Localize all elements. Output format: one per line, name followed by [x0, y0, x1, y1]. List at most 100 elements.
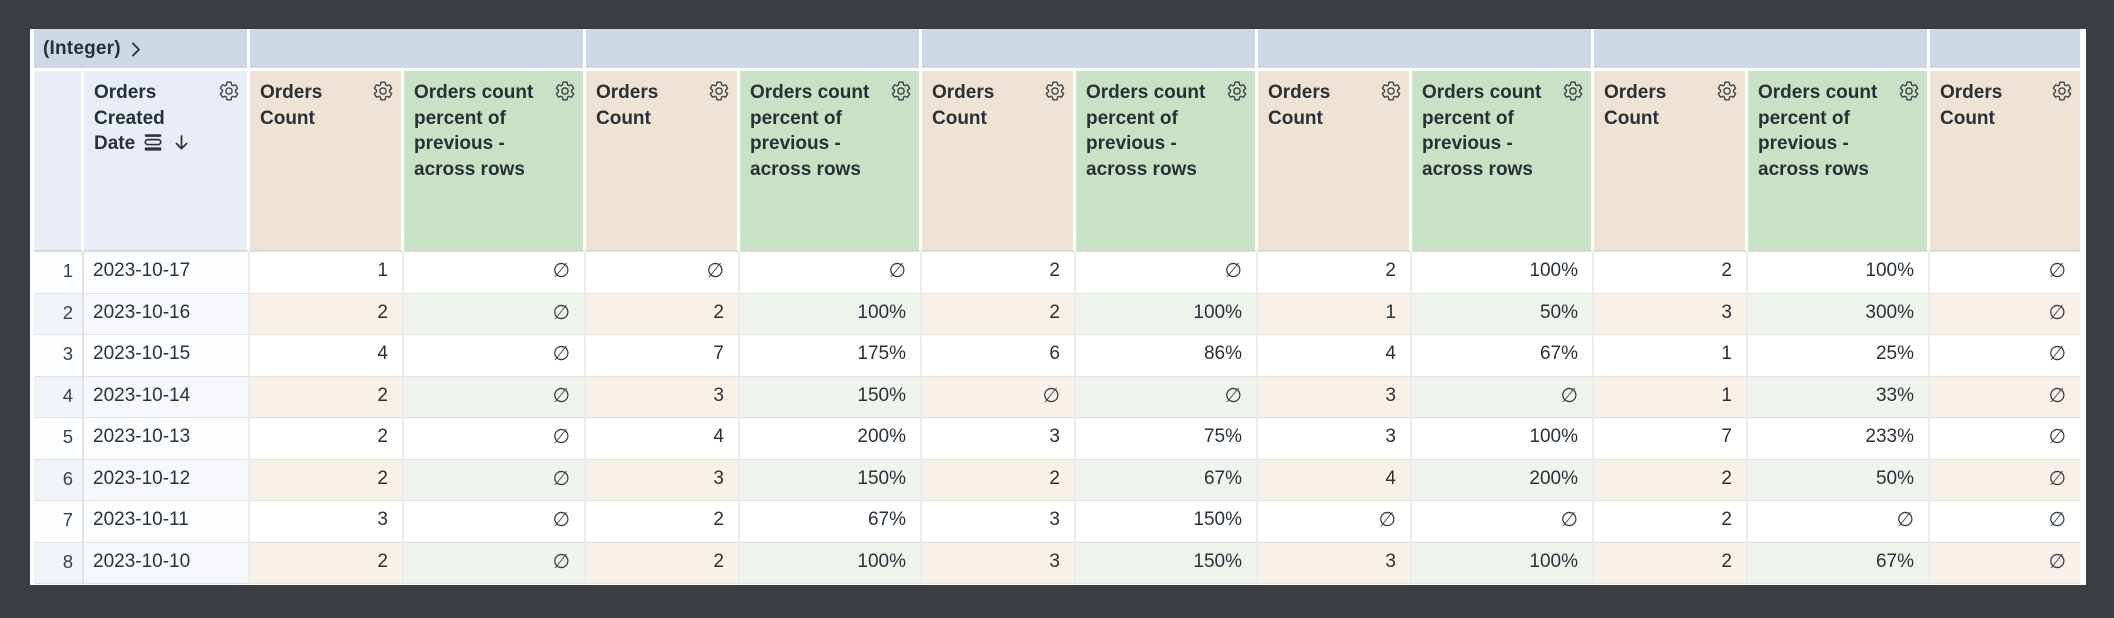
percent-cell[interactable]: ∅ [404, 335, 586, 377]
count-cell[interactable]: 3 [1258, 376, 1412, 418]
count-cell[interactable]: 2 [250, 459, 404, 501]
percent-cell[interactable]: 100% [740, 542, 922, 584]
count-cell[interactable]: ∅ [586, 252, 740, 294]
percent-cell[interactable]: 233% [1748, 418, 1930, 460]
percent-cell[interactable]: ∅ [1076, 252, 1258, 294]
count-cell[interactable]: 4 [1258, 459, 1412, 501]
gear-icon[interactable] [372, 80, 394, 102]
gear-icon[interactable] [1380, 80, 1402, 102]
count-cell[interactable]: 3 [922, 501, 1076, 543]
count-cell[interactable]: 2 [1594, 252, 1748, 294]
date-cell[interactable]: 2023-10-12 [84, 459, 250, 501]
count-cell[interactable]: 2 [922, 252, 1076, 294]
count-cell[interactable]: 2 [586, 542, 740, 584]
count-cell[interactable]: 2 [586, 293, 740, 335]
count-cell[interactable]: 3 [1258, 418, 1412, 460]
count-cell[interactable]: 3 [922, 418, 1076, 460]
percent-cell[interactable]: 100% [1748, 252, 1930, 294]
percent-cell[interactable]: ∅ [404, 376, 586, 418]
gear-icon[interactable] [1898, 80, 1920, 102]
percent-cell[interactable]: 50% [1412, 293, 1594, 335]
count-cell[interactable]: 3 [250, 501, 404, 543]
percent-cell[interactable]: ∅ [1412, 376, 1594, 418]
gear-icon[interactable] [708, 80, 730, 102]
count-cell[interactable]: 3 [586, 376, 740, 418]
count-cell[interactable]: 3 [1258, 542, 1412, 584]
column-header-orders-count-percent[interactable]: Orders count percent of previous - acros… [1412, 71, 1594, 252]
count-cell[interactable]: ∅ [1930, 459, 2080, 501]
date-cell[interactable]: 2023-10-16 [84, 293, 250, 335]
date-cell[interactable]: 2023-10-15 [84, 335, 250, 377]
gear-icon[interactable] [1716, 80, 1738, 102]
count-cell[interactable]: ∅ [1930, 252, 2080, 294]
percent-cell[interactable]: 75% [1076, 418, 1258, 460]
count-cell[interactable]: 2 [1594, 459, 1748, 501]
percent-cell[interactable]: 150% [740, 376, 922, 418]
count-cell[interactable]: ∅ [1930, 418, 2080, 460]
column-header-orders-count[interactable]: Orders Count [922, 71, 1076, 252]
chevron-right-icon[interactable] [125, 39, 146, 60]
count-cell[interactable]: 1 [250, 252, 404, 294]
column-header-orders-count[interactable]: Orders Count [1594, 71, 1748, 252]
count-cell[interactable]: 3 [1594, 293, 1748, 335]
date-cell[interactable]: 2023-10-10 [84, 542, 250, 584]
column-header-orders-count[interactable]: Orders Count [586, 71, 740, 252]
percent-cell[interactable]: 86% [1076, 335, 1258, 377]
percent-cell[interactable]: 67% [740, 501, 922, 543]
count-cell[interactable]: ∅ [1930, 335, 2080, 377]
percent-cell[interactable]: ∅ [404, 418, 586, 460]
percent-cell[interactable]: 100% [1412, 418, 1594, 460]
percent-cell[interactable]: 300% [1748, 293, 1930, 335]
count-cell[interactable]: ∅ [1930, 542, 2080, 584]
count-cell[interactable]: 2 [250, 376, 404, 418]
column-header-orders-count-percent[interactable]: Orders count percent of previous - acros… [404, 71, 586, 252]
percent-cell[interactable]: ∅ [404, 542, 586, 584]
count-cell[interactable]: 7 [586, 335, 740, 377]
sort-desc-icon[interactable] [171, 132, 192, 161]
percent-cell[interactable]: 67% [1748, 542, 1930, 584]
count-cell[interactable]: 3 [922, 542, 1076, 584]
percent-cell[interactable]: ∅ [740, 252, 922, 294]
gear-icon[interactable] [554, 80, 576, 102]
count-cell[interactable]: 6 [922, 335, 1076, 377]
count-cell[interactable]: 2 [250, 418, 404, 460]
percent-cell[interactable]: 200% [1412, 459, 1594, 501]
percent-cell[interactable]: 100% [1076, 293, 1258, 335]
count-cell[interactable]: 1 [1258, 293, 1412, 335]
count-cell[interactable]: 4 [1258, 335, 1412, 377]
percent-cell[interactable]: 150% [1076, 542, 1258, 584]
count-cell[interactable]: ∅ [1930, 376, 2080, 418]
gear-icon[interactable] [2051, 80, 2073, 102]
column-header-orders-created-date[interactable]: Orders Created Date [84, 71, 250, 252]
gear-icon[interactable] [1226, 80, 1248, 102]
count-cell[interactable]: ∅ [1930, 501, 2080, 543]
percent-cell[interactable]: ∅ [1412, 501, 1594, 543]
percent-cell[interactable]: 25% [1748, 335, 1930, 377]
percent-cell[interactable]: ∅ [404, 501, 586, 543]
percent-cell[interactable]: 200% [740, 418, 922, 460]
count-cell[interactable]: ∅ [922, 376, 1076, 418]
count-cell[interactable]: 2 [586, 501, 740, 543]
date-cell[interactable]: 2023-10-13 [84, 418, 250, 460]
percent-cell[interactable]: 50% [1748, 459, 1930, 501]
column-header-orders-count-percent[interactable]: Orders count percent of previous - acros… [1076, 71, 1258, 252]
percent-cell[interactable]: 67% [1076, 459, 1258, 501]
date-cell[interactable]: 2023-10-14 [84, 376, 250, 418]
column-header-orders-count[interactable]: Orders Count [250, 71, 404, 252]
column-header-orders-count-percent[interactable]: Orders count percent of previous - acros… [740, 71, 922, 252]
count-cell[interactable]: 2 [1258, 252, 1412, 294]
column-header-orders-count[interactable]: Orders Count [1258, 71, 1412, 252]
pivot-field-header[interactable]: (Integer) [34, 29, 250, 71]
count-cell[interactable]: 4 [250, 335, 404, 377]
percent-cell[interactable]: 33% [1748, 376, 1930, 418]
percent-cell[interactable]: 100% [1412, 542, 1594, 584]
count-cell[interactable]: 1 [1594, 335, 1748, 377]
count-cell[interactable]: 2 [922, 459, 1076, 501]
percent-cell[interactable]: ∅ [404, 252, 586, 294]
percent-cell[interactable]: ∅ [404, 293, 586, 335]
count-cell[interactable]: 1 [1594, 376, 1748, 418]
percent-cell[interactable]: 150% [740, 459, 922, 501]
count-cell[interactable]: 2 [1594, 542, 1748, 584]
gear-icon[interactable] [218, 80, 240, 102]
date-cell[interactable]: 2023-10-17 [84, 252, 250, 294]
